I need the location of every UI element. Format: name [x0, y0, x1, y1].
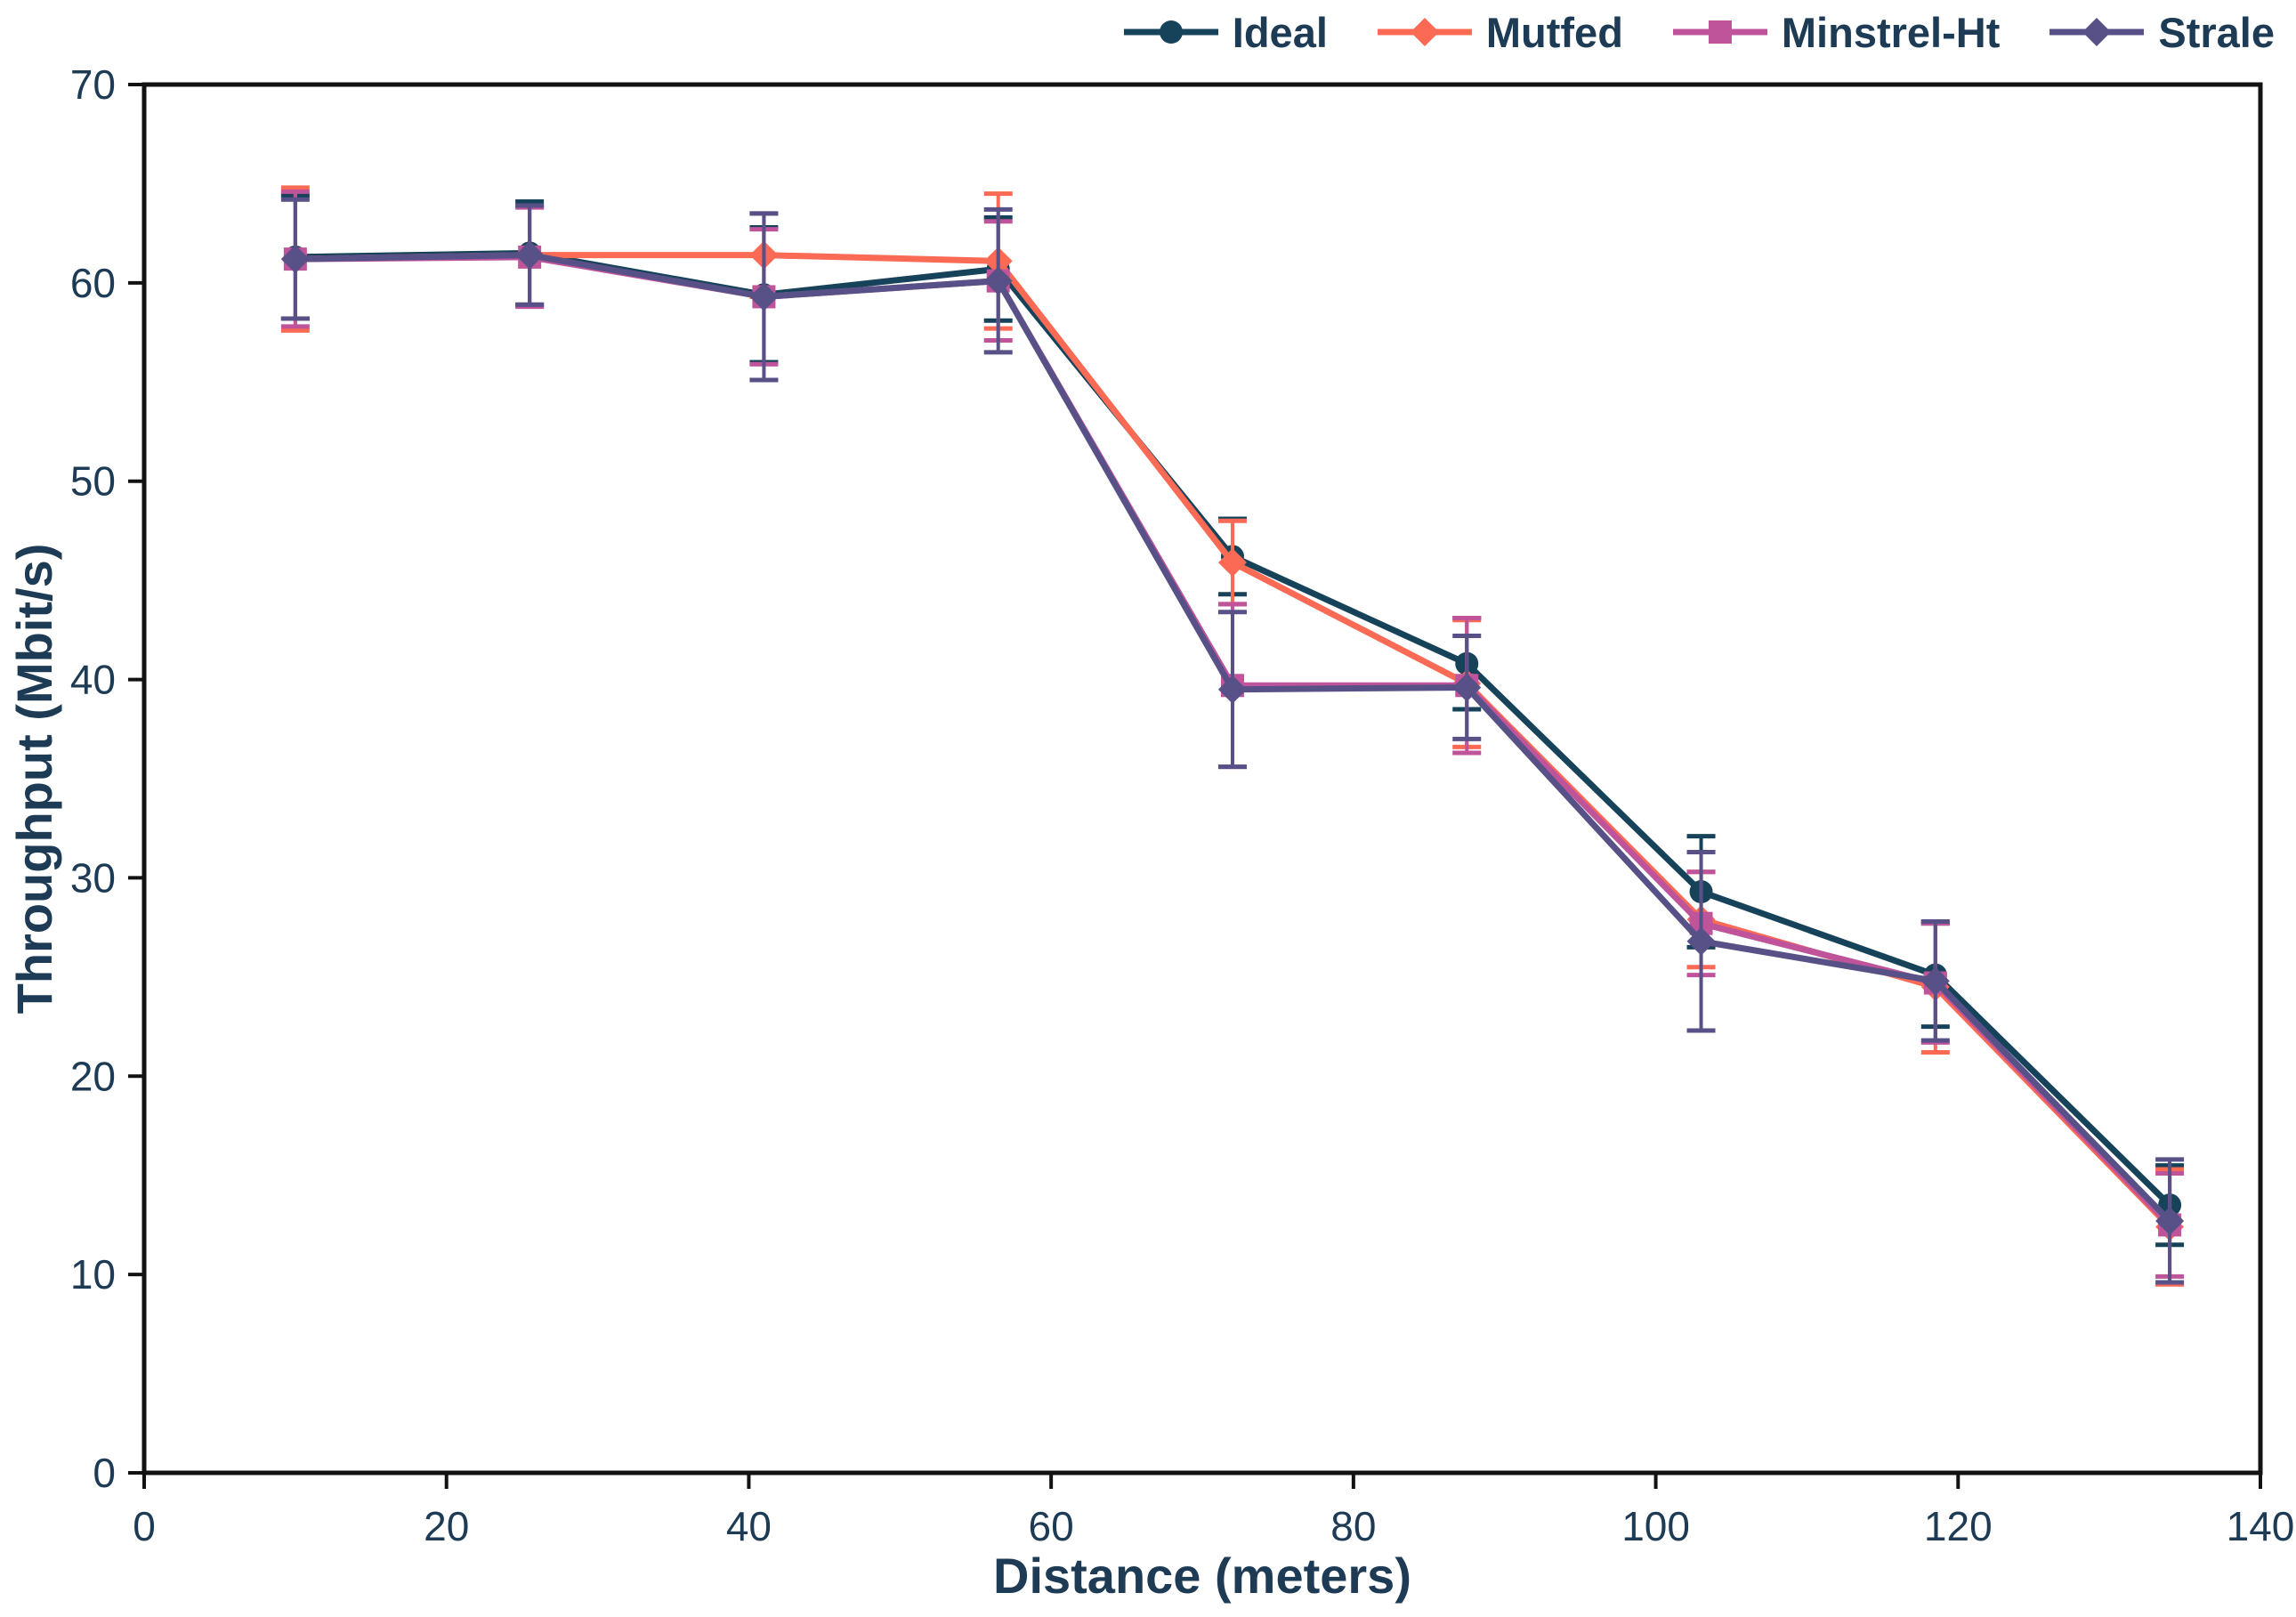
- x-tick-label: 60: [1029, 1503, 1074, 1549]
- series-strale: [280, 197, 2185, 1285]
- legend-item-minstrel-ht: Minstrel-Ht: [1671, 12, 2000, 53]
- y-axis-label: Throughput (Mbit/s): [6, 544, 62, 1015]
- legend-label: Mutfed: [1485, 8, 1623, 56]
- y-tick-label: 0: [93, 1450, 116, 1496]
- legend-label: Minstrel-Ht: [1781, 8, 2001, 56]
- diamond-legend-marker-icon: [2049, 18, 2145, 46]
- diamond-legend-marker-icon: [1377, 18, 1472, 46]
- square-legend-marker-icon: [1672, 20, 1767, 44]
- diamond-marker: [280, 245, 310, 274]
- y-tick-label: 20: [70, 1053, 116, 1099]
- y-tick-label: 60: [70, 260, 116, 306]
- x-tick-label: 0: [133, 1503, 156, 1549]
- y-tick-label: 10: [70, 1251, 116, 1298]
- y-tick-label: 30: [70, 854, 116, 901]
- x-axis-label: Distance (meters): [993, 1548, 1411, 1604]
- x-tick-label: 100: [1621, 1503, 1690, 1549]
- legend-item-mutfed: Mutfed: [1376, 12, 1623, 53]
- y-tick-label: 40: [70, 657, 116, 703]
- diamond-marker: [1920, 966, 1950, 996]
- legend-label: Ideal: [1232, 8, 1328, 56]
- diamond-marker: [1217, 675, 1247, 704]
- diamond-marker: [749, 282, 779, 311]
- diamond-marker: [1452, 673, 1482, 702]
- diamond-marker: [2155, 1206, 2185, 1235]
- y-tick-label: 50: [70, 458, 116, 505]
- x-tick-label: 20: [424, 1503, 469, 1549]
- legend: Ideal Mutfed Minstrel-Ht Strale: [1122, 4, 2275, 61]
- x-tick-label: 120: [1924, 1503, 1993, 1549]
- diamond-marker: [515, 240, 545, 270]
- x-tick-label: 40: [726, 1503, 772, 1549]
- circle-legend-marker-icon: [1123, 20, 1218, 44]
- diamond-marker: [983, 266, 1013, 295]
- x-tick-label: 80: [1330, 1503, 1376, 1549]
- diamond-marker: [1686, 926, 1716, 956]
- diamond-marker: [1217, 548, 1247, 578]
- x-tick-label: 140: [2227, 1503, 2295, 1549]
- plot-border: [141, 82, 2263, 1476]
- legend-label: Strale: [2158, 8, 2275, 56]
- legend-item-ideal: Ideal: [1122, 12, 1328, 53]
- y-tick-label: 70: [70, 61, 116, 108]
- legend-item-strale: Strale: [2048, 12, 2275, 53]
